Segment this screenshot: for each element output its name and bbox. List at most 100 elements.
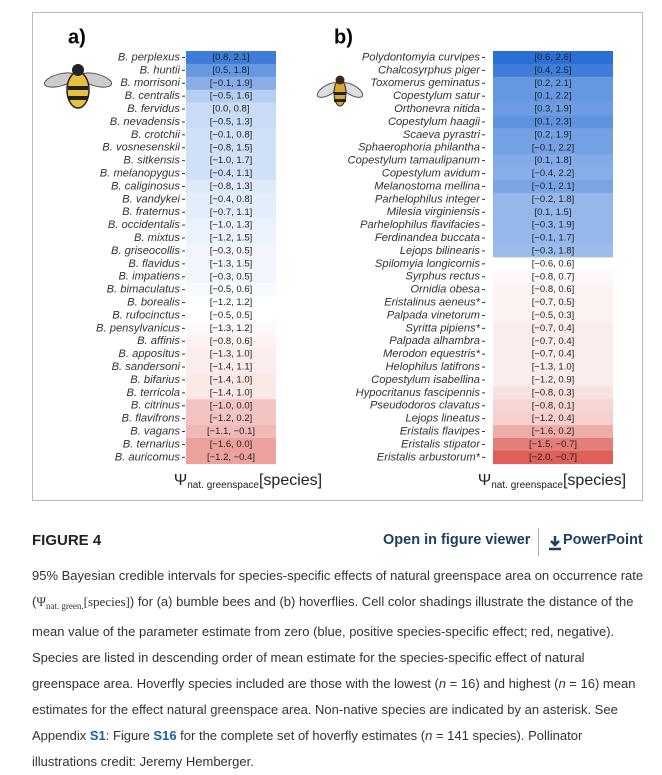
interval-cell	[186, 412, 276, 426]
species-name: B. centralis	[125, 90, 181, 102]
interval-cell	[493, 373, 613, 387]
interval-cell	[493, 296, 613, 310]
powerpoint-link[interactable]: PowerPoint	[563, 532, 643, 548]
species-name: B. fraternus	[122, 206, 180, 218]
interval-cell	[186, 76, 276, 90]
species-name: B. vagans	[130, 426, 180, 438]
species-name: B. pensylvanicus	[96, 322, 180, 334]
species-name: Copestylum haagii	[388, 116, 481, 128]
interval-label: [−1.4, 1.1]	[210, 362, 253, 373]
interval-cell	[493, 51, 613, 65]
figure: a) B. perplexus [0.8, 2.1] B. huntii [0.5, 1…	[32, 12, 643, 501]
x-axis-label: Ψnat. greenspace[species]	[478, 472, 626, 490]
caption-link[interactable]: S16	[153, 728, 177, 743]
interval-cell	[186, 89, 276, 103]
interval-label: [−0.4, 0.8]	[210, 194, 253, 205]
interval-cell	[493, 321, 613, 336]
interval-label: [−0.8, 0.3]	[532, 387, 575, 398]
panel-label: a)	[68, 26, 86, 48]
species-name: Parhelophilus flavifacies	[360, 219, 480, 231]
interval-cell	[186, 257, 276, 271]
interval-cell	[493, 231, 613, 245]
species-name: B. flavidus	[128, 258, 180, 270]
interval-label: [−1.2, 0.9]	[532, 374, 575, 385]
caption-italic: n	[425, 728, 433, 743]
species-name: Scaeva pyrastri	[403, 129, 481, 141]
interval-cell	[493, 180, 613, 194]
species-name: Lejops lineatus	[405, 413, 480, 425]
hoverfly-illustration	[316, 75, 364, 107]
interval-cell	[186, 218, 276, 232]
interval-label: [−1.4, 1.0]	[210, 374, 253, 385]
caption-plain: for the complete set of hoverfly estimat…	[176, 728, 426, 743]
x-axis-label: Ψnat. greenspace[species]	[174, 472, 322, 490]
species-name: Syrphus rectus	[405, 271, 480, 283]
x-label-symbol: Ψ	[478, 472, 491, 489]
species-name: B. nevadensis	[110, 116, 181, 128]
interval-label: [0.8, 2.1]	[213, 52, 250, 63]
interval-label: [0.1, 2.3]	[535, 116, 572, 127]
species-name: Polydontomyia curvipes	[362, 51, 481, 63]
species-name: Copestylum isabellina	[371, 374, 480, 386]
interval-cell	[186, 231, 276, 245]
species-name: B. borealis	[127, 297, 180, 309]
species-name: Eristalinus aeneus*	[384, 297, 480, 309]
interval-label: [−1.5, −0.7]	[529, 439, 577, 450]
species-name: Chalcosyrphus piger	[378, 64, 481, 76]
interval-cell	[186, 347, 276, 361]
interval-cell	[493, 309, 613, 323]
caption-plain: 95% Bayesian credible intervals for spec…	[32, 568, 644, 609]
interval-label: [−0.3, 0.5]	[210, 245, 253, 256]
species-name: B. flavifrons	[122, 413, 181, 425]
interval-cell	[493, 438, 613, 452]
interval-label: [−1.0, 1.7]	[210, 155, 253, 166]
interval-label: [0.0, 0.8]	[213, 104, 250, 115]
interval-cell	[186, 192, 276, 207]
caption-math: Ψ	[36, 594, 46, 609]
interval-cell	[493, 412, 613, 426]
species-name: Milesia virginiensis	[387, 206, 481, 218]
panel-label: b)	[334, 26, 353, 48]
interval-cell	[186, 360, 276, 374]
species-name: B. occidentalis	[108, 219, 181, 231]
species-name: Eristalis arbustorum*	[377, 451, 481, 463]
caption-link[interactable]: S1	[89, 728, 106, 743]
interval-cell	[186, 309, 276, 323]
species-name: Merodon equestris*	[383, 348, 481, 360]
figure-viewer-link[interactable]: Open in figure viewer	[383, 532, 531, 548]
interval-label: [−1.0, 1.3]	[210, 220, 253, 231]
interval-label: [−2.0, −0.7]	[529, 452, 577, 463]
x-label-symbol: Ψ	[174, 472, 187, 489]
interval-cell	[186, 270, 276, 284]
interval-cell	[186, 128, 276, 142]
caption-math-sub: nat. green.	[45, 601, 84, 611]
interval-cell	[493, 425, 613, 439]
page: a) B. perplexus [0.8, 2.1] B. huntii [0.5, 1…	[32, 12, 644, 769]
interval-label: [−0.1, 0.8]	[210, 129, 253, 140]
species-name: Ornidia obesa	[410, 284, 480, 296]
interval-label: [−1.2, 0.2]	[210, 413, 253, 424]
interval-label: [−0.8, 0.1]	[532, 400, 575, 411]
interval-label: [0.2, 2.1]	[535, 78, 572, 89]
interval-label: [−0.1, 2.1]	[532, 181, 575, 192]
interval-label: [−0.5, 1.3]	[210, 116, 253, 127]
species-name: B. impatiens	[118, 271, 180, 283]
interval-cell	[186, 450, 276, 465]
species-name: Toxomerus geminatus	[370, 77, 480, 89]
species-name: Melanostoma mellina	[374, 180, 480, 192]
caption: 95% Bayesian credible intervals for spec…	[32, 563, 644, 775]
species-name: B. auricomus	[115, 451, 181, 463]
species-name: Orthonevra nitida	[394, 103, 480, 115]
caption-plain: ) for (a) bumble bees and (b) hoverflies…	[32, 594, 634, 691]
interval-label: [−0.4, 2.2]	[532, 168, 575, 179]
interval-cell	[493, 399, 613, 413]
x-label-main: [species]	[563, 472, 626, 489]
x-label-subscript: nat. greenspace	[187, 480, 259, 491]
species-name: B. sitkensis	[123, 155, 180, 167]
interval-cell	[493, 89, 613, 103]
download-icon	[549, 536, 561, 551]
interval-cell	[186, 438, 276, 452]
species-name: B. citrinus	[131, 400, 181, 412]
interval-cell	[493, 115, 613, 129]
interval-cell	[493, 360, 613, 374]
